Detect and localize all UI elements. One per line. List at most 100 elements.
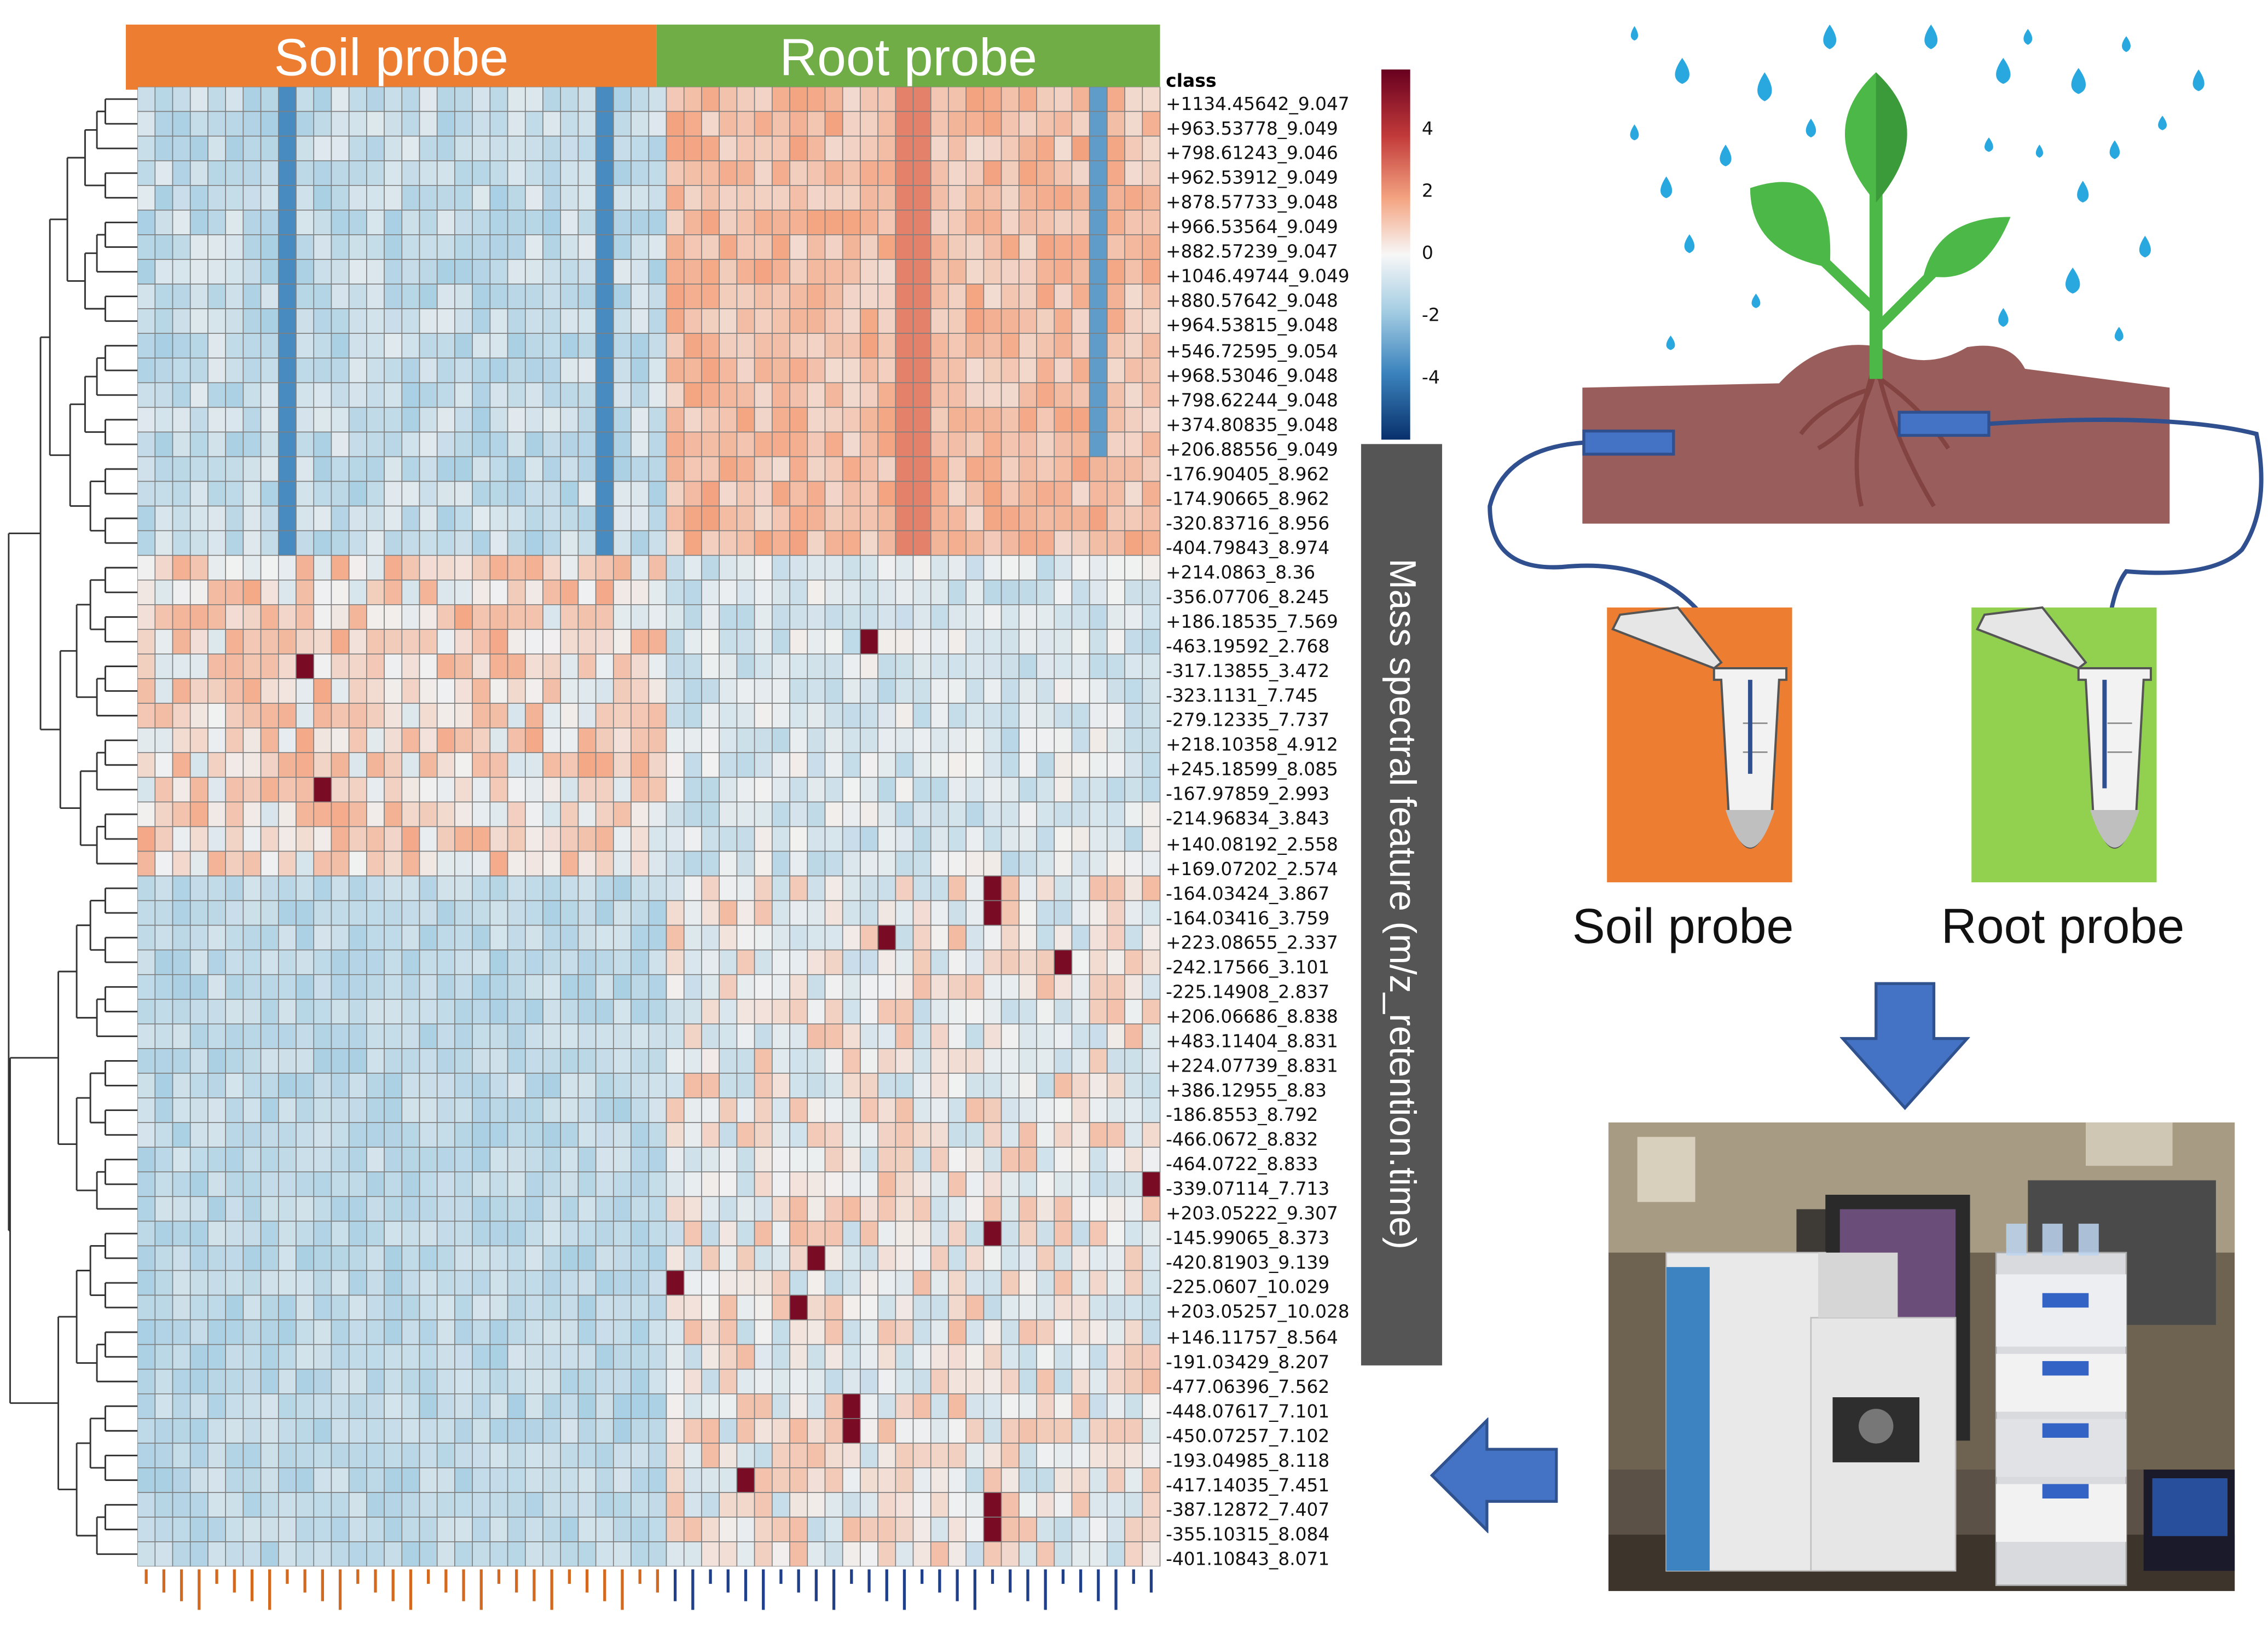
heatmap-cell bbox=[719, 1171, 738, 1197]
heatmap-cell bbox=[1019, 431, 1037, 458]
heatmap-cell bbox=[225, 653, 244, 679]
heatmap-cell bbox=[313, 1122, 332, 1148]
heatmap-cell bbox=[930, 1344, 949, 1370]
row-label: -450.07257_7.102 bbox=[1166, 1424, 1330, 1447]
heatmap-cell bbox=[1071, 407, 1090, 433]
heatmap-cell bbox=[595, 850, 614, 877]
heatmap-cell bbox=[824, 1517, 843, 1542]
heatmap-cell bbox=[296, 505, 315, 531]
heatmap-cell bbox=[313, 1073, 332, 1098]
heatmap-cell bbox=[436, 333, 455, 359]
heatmap-cell bbox=[137, 283, 156, 309]
heatmap-cell bbox=[983, 210, 1002, 235]
heatmap-cell bbox=[1107, 1270, 1125, 1296]
heatmap-cell bbox=[313, 801, 332, 828]
heatmap-cell bbox=[1000, 1294, 1020, 1321]
heatmap-cell bbox=[842, 629, 861, 655]
heatmap-cell bbox=[948, 1418, 967, 1444]
heatmap-cell bbox=[719, 259, 738, 285]
heatmap-cell bbox=[842, 1270, 861, 1296]
heatmap-cell bbox=[1000, 111, 1020, 137]
heatmap-cell bbox=[296, 1073, 315, 1098]
heatmap-cell bbox=[1054, 1023, 1073, 1049]
heatmap-cell bbox=[948, 283, 967, 309]
heatmap-cell bbox=[1124, 382, 1143, 408]
heatmap-cell bbox=[207, 1073, 226, 1098]
heatmap-cell bbox=[525, 875, 543, 901]
heatmap-cell bbox=[754, 135, 773, 161]
heatmap-cell bbox=[648, 210, 667, 235]
heatmap-cell bbox=[648, 234, 667, 260]
heatmap-cell bbox=[436, 135, 455, 161]
heatmap-cell bbox=[172, 974, 191, 1000]
heatmap-cell bbox=[895, 1467, 914, 1493]
heatmap-cell bbox=[172, 1368, 191, 1395]
heatmap-cell bbox=[1089, 1393, 1108, 1419]
heatmap-cell bbox=[560, 949, 579, 975]
heatmap-cell bbox=[207, 1541, 226, 1567]
heatmap-cell bbox=[1124, 283, 1143, 309]
heatmap-cell bbox=[207, 752, 226, 778]
heatmap-cell bbox=[789, 160, 808, 186]
heatmap-cell bbox=[489, 727, 508, 754]
heatmap-cell bbox=[331, 431, 350, 458]
heatmap-cell bbox=[331, 505, 350, 531]
heatmap-cell bbox=[666, 1492, 685, 1518]
heatmap-cell bbox=[366, 604, 385, 630]
heatmap-cell bbox=[701, 1418, 720, 1444]
heatmap-cell bbox=[419, 1344, 438, 1370]
heatmap-cell bbox=[1142, 1196, 1161, 1222]
heatmap-cell bbox=[754, 456, 773, 482]
heatmap-cell bbox=[207, 653, 226, 679]
heatmap-cell bbox=[948, 579, 967, 605]
heatmap-cell bbox=[754, 579, 773, 605]
heatmap-cell bbox=[948, 185, 967, 211]
heatmap-cell bbox=[719, 1368, 738, 1395]
heatmap-cell bbox=[630, 727, 650, 754]
heatmap-cell bbox=[701, 875, 720, 901]
heatmap-cell bbox=[613, 308, 632, 334]
heatmap-cell bbox=[242, 554, 262, 581]
heatmap-cell bbox=[666, 1368, 685, 1395]
heatmap-cell bbox=[507, 1196, 526, 1222]
heatmap-cell bbox=[1124, 1344, 1143, 1370]
heatmap-cell bbox=[225, 1517, 244, 1542]
heatmap-cell bbox=[719, 974, 738, 1000]
heatmap-cell bbox=[401, 1443, 420, 1468]
raindrop-icon bbox=[2023, 28, 2033, 45]
heatmap-cell bbox=[789, 777, 808, 803]
heatmap-cell bbox=[965, 382, 985, 408]
column-tick bbox=[568, 1569, 571, 1584]
heatmap-cell bbox=[577, 1245, 597, 1271]
heatmap-cell bbox=[895, 1048, 914, 1074]
heatmap-cell bbox=[824, 752, 843, 778]
heatmap-cell bbox=[842, 1073, 861, 1098]
heatmap-cell bbox=[154, 1492, 173, 1518]
soil-probe-caption: Soil probe bbox=[1572, 899, 1794, 955]
heatmap-cell bbox=[807, 357, 826, 384]
heatmap-cell bbox=[895, 1073, 914, 1098]
heatmap-cell bbox=[895, 86, 914, 112]
heatmap-cell bbox=[507, 1048, 526, 1074]
heatmap-cell bbox=[630, 1196, 650, 1222]
raindrop-icon bbox=[2139, 235, 2151, 258]
heatmap-cell bbox=[1071, 1443, 1090, 1468]
heatmap-cell bbox=[648, 777, 667, 803]
heatmap-cell bbox=[860, 1073, 878, 1098]
heatmap-cell bbox=[912, 357, 931, 384]
heatmap-cell bbox=[207, 1319, 226, 1345]
heatmap-cell bbox=[401, 283, 420, 309]
heatmap-cell bbox=[454, 1122, 473, 1148]
heatmap-cell bbox=[666, 1344, 685, 1370]
heatmap-cell bbox=[824, 456, 843, 482]
heatmap-cell bbox=[754, 1443, 773, 1468]
heatmap-cell bbox=[983, 875, 1002, 901]
heatmap-cell bbox=[242, 1023, 262, 1049]
heatmap-cell bbox=[648, 456, 667, 482]
heatmap-cell bbox=[648, 308, 667, 334]
row-label: -164.03416_3.759 bbox=[1166, 906, 1330, 928]
heatmap-cell bbox=[1036, 1517, 1055, 1542]
heatmap-cell bbox=[313, 1492, 332, 1518]
heatmap-cell bbox=[754, 1147, 773, 1173]
heatmap-cell bbox=[789, 111, 808, 137]
